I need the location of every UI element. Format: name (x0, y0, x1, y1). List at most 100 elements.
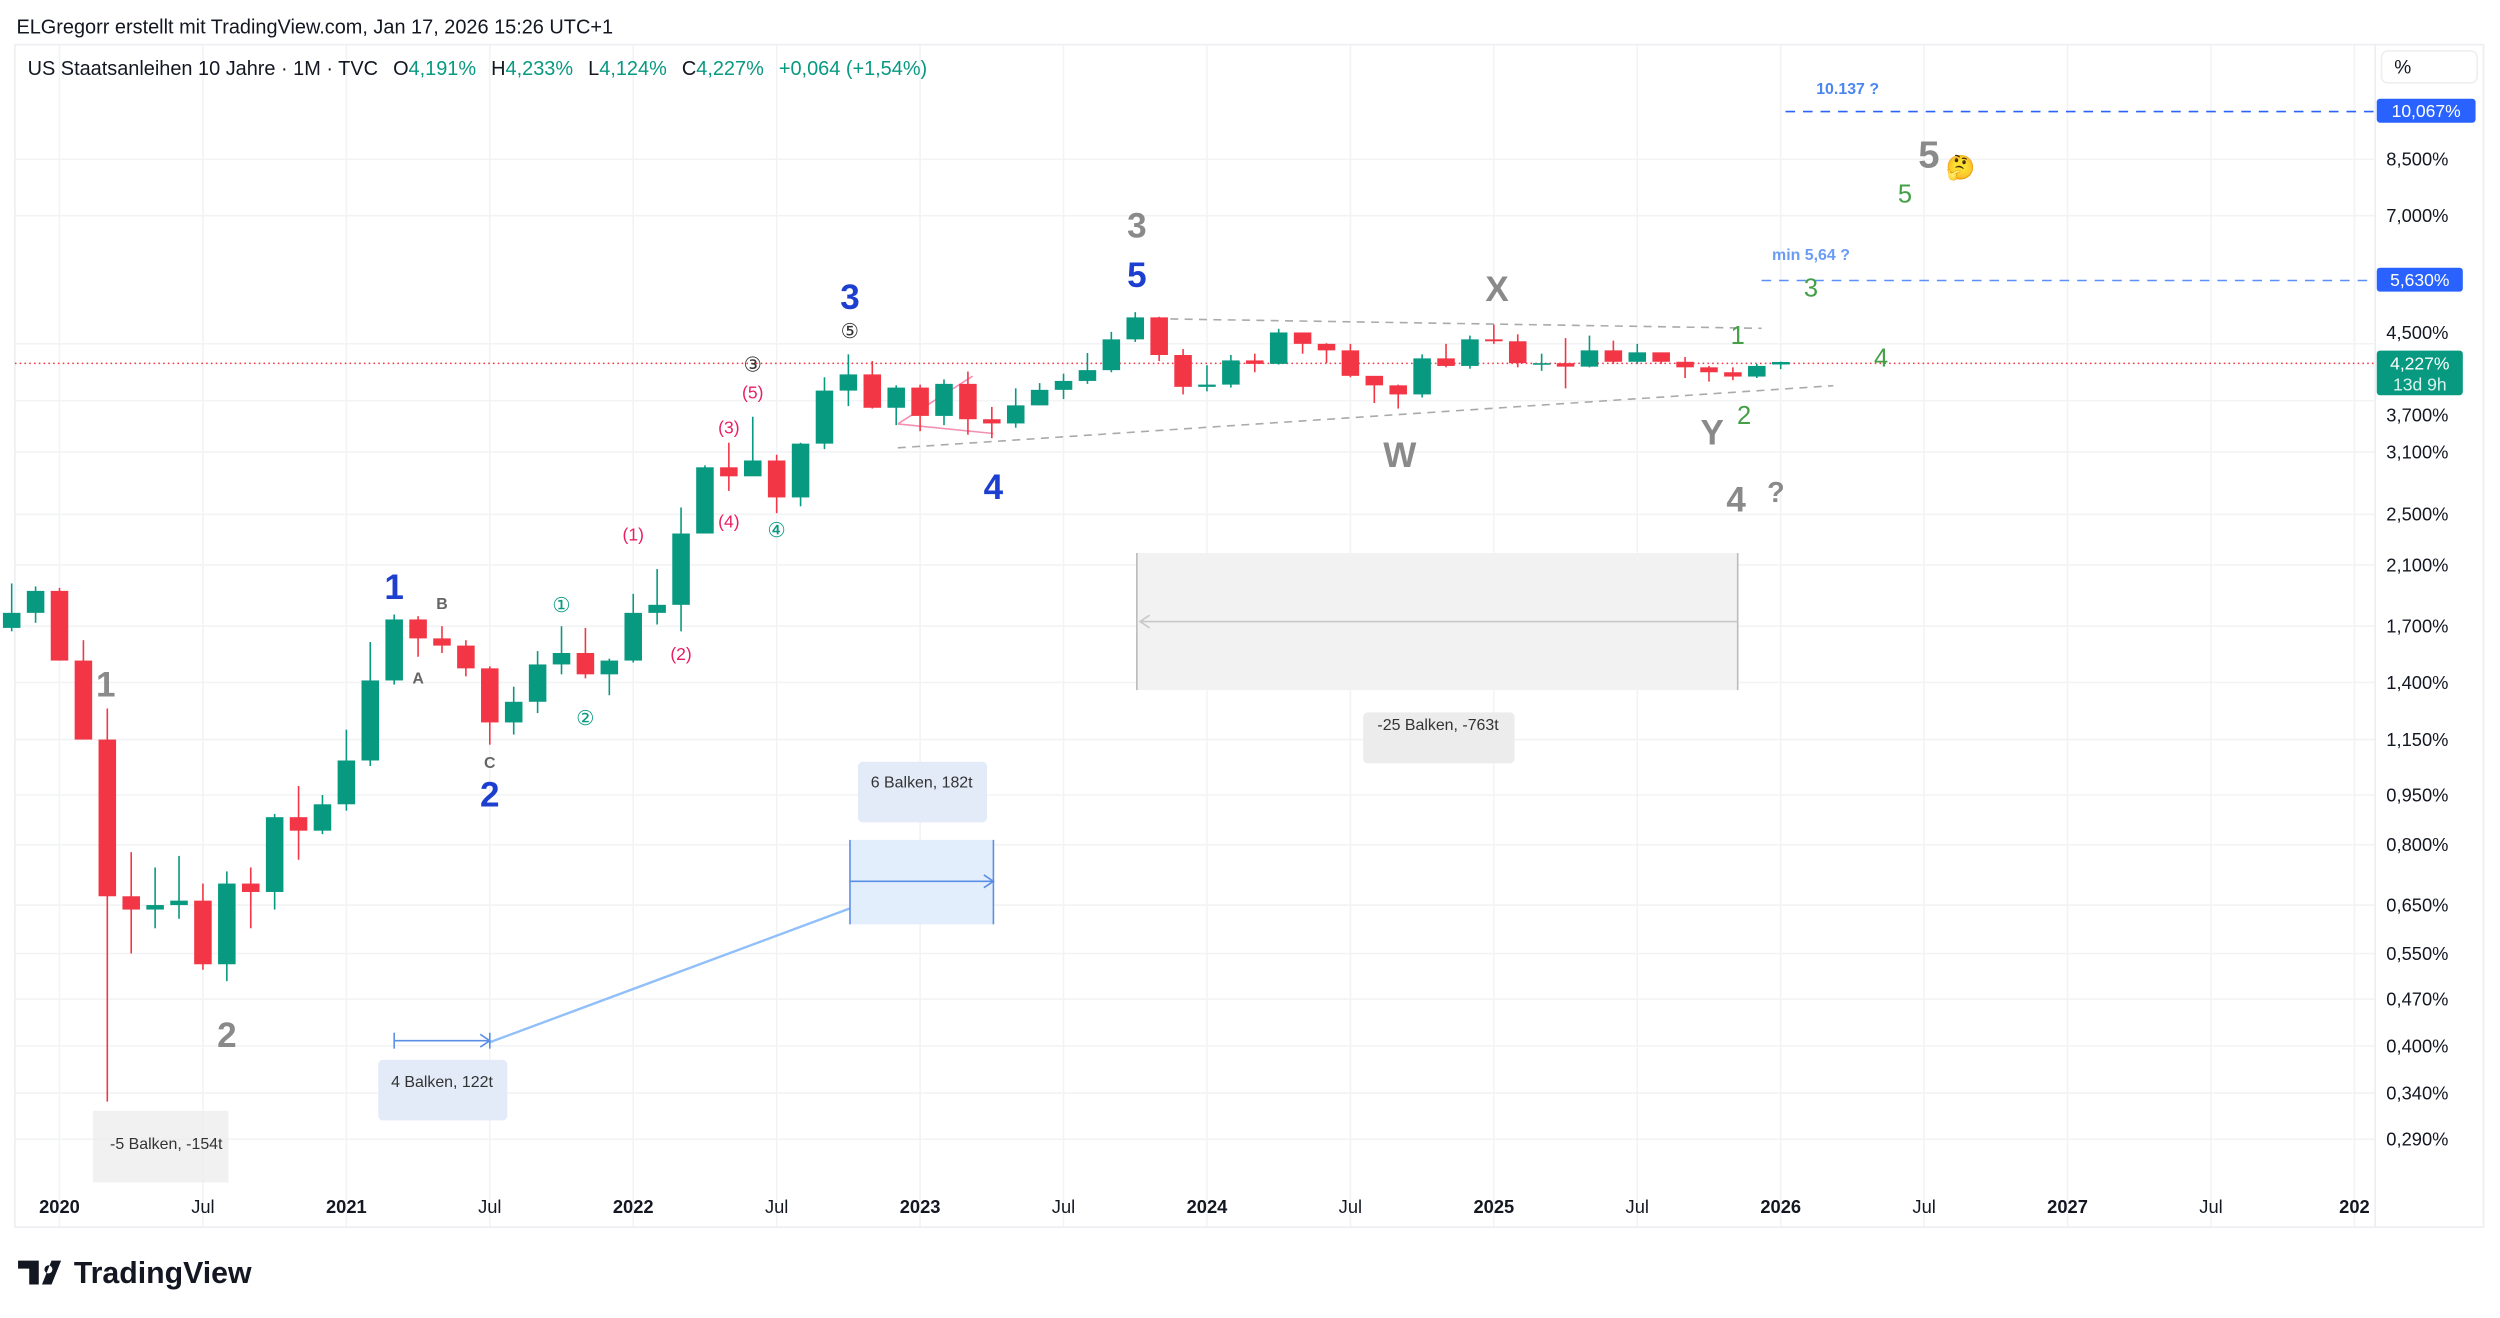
candle (720, 442, 738, 491)
candle-body (791, 443, 810, 498)
wave-label: (1) (623, 524, 644, 544)
credit-text: ELGregorr erstellt mit TradingView.com, … (16, 16, 613, 38)
wave-label: ① (552, 594, 571, 617)
price-tick-label: 4,500% (2386, 322, 2448, 343)
candle (1676, 357, 1694, 379)
candle-body (887, 387, 905, 408)
candle-body (743, 460, 762, 477)
candle (1628, 343, 1647, 364)
candle (433, 626, 451, 653)
price-tick-label: 0,650% (2386, 894, 2448, 915)
candle (50, 587, 69, 661)
candle-body (1174, 355, 1192, 387)
wave-label: 2 (480, 775, 500, 814)
price-axis[interactable]: 8,500% 7,000% 4,500% 3,700% 3,100% 2,500% 2,10… (2386, 149, 2448, 1150)
candle (1580, 335, 1599, 368)
candle (1317, 343, 1336, 364)
measure-label: -25 Balken, -763t (1377, 717, 1499, 734)
open-value: 4,191% (409, 58, 477, 80)
candle-body (1771, 361, 1790, 365)
candle-body (1365, 375, 1384, 386)
time-axis[interactable]: 2020 Jul 2021 Jul 2022 Jul 2023 Jul 2024 Jul 2025 J… (39, 1196, 2370, 1217)
candle-body (2, 612, 21, 628)
time-tick-label: 2024 (1187, 1196, 1229, 1217)
unit-button[interactable]: % (2380, 50, 2478, 84)
candle-body (1485, 339, 1503, 342)
time-tick-label: Jul (1339, 1196, 1362, 1217)
wave-label: 1 (1731, 322, 1745, 350)
tradingview-logo-icon (18, 1260, 62, 1285)
candle (1461, 335, 1479, 369)
wave-label: 3 (1804, 274, 1818, 302)
measure-4-bars: 4 Balken, 122t (378, 1032, 508, 1121)
wave-label: (5) (742, 382, 763, 402)
candle-body (337, 760, 356, 805)
wave-label: min 5,64 ? (1772, 247, 1850, 264)
projection-line (489, 907, 851, 1044)
candle-body (409, 619, 427, 639)
candle-body (1198, 384, 1216, 387)
candle-body (1724, 372, 1742, 377)
candle (743, 416, 762, 477)
candle (218, 871, 236, 982)
candle-body (1341, 350, 1360, 376)
svg-text:%: % (2394, 57, 2411, 78)
change-value: +0,064 (+1,54%) (779, 58, 927, 80)
candle (1150, 316, 1168, 362)
time-tick-label: 2022 (613, 1196, 654, 1217)
wave-label: Y (1700, 414, 1723, 453)
candle-body (218, 883, 236, 965)
wave-label: W (1383, 436, 1417, 475)
candle-body (74, 660, 93, 740)
candle (481, 666, 499, 745)
price-tick-label: 0,470% (2386, 988, 2448, 1009)
wave-label: C (484, 755, 496, 772)
candle-body (1126, 317, 1145, 340)
price-tick-label: 3,100% (2386, 441, 2448, 462)
candle (1748, 363, 1766, 379)
svg-text:4,227%: 4,227% (2390, 354, 2449, 374)
candle (1365, 375, 1384, 403)
candle (241, 867, 260, 929)
low-value: 4,124% (599, 58, 667, 80)
candle-body (1030, 389, 1049, 406)
candle (337, 729, 356, 811)
price-tick-label: 7,000% (2386, 205, 2448, 226)
candle-body (98, 739, 117, 897)
tradingview-logo[interactable]: TradingView (18, 1257, 252, 1290)
candle-body (194, 900, 212, 965)
price-tick-label: 0,550% (2386, 943, 2448, 964)
candle (624, 593, 642, 663)
wave-label: 4 (984, 468, 1004, 507)
candle-body (1054, 380, 1073, 390)
candle (1030, 383, 1049, 406)
candle-body (1604, 350, 1623, 362)
wave-label: 3 (1127, 206, 1147, 245)
price-tick-label: 8,500% (2386, 149, 2448, 170)
candle (600, 658, 619, 696)
candle (98, 708, 117, 1102)
high-value: 4,233% (506, 58, 574, 80)
candle-body (1269, 332, 1288, 364)
candle-body (648, 604, 666, 613)
price-tick-label: 0,400% (2386, 1035, 2448, 1056)
candle (863, 361, 882, 409)
wave-label: 5 (1918, 133, 1939, 176)
svg-text:TradingView: TradingView (74, 1257, 252, 1290)
bar-countdown: 13d 9h (2393, 374, 2447, 394)
candle-body (481, 668, 499, 723)
triangle-upper-line (1155, 317, 1762, 330)
time-tick-label: 2021 (326, 1196, 367, 1217)
time-tick-label: 2023 (900, 1196, 941, 1217)
symbol-label: US Staatsanleihen 10 Jahre · 1M · TVC (28, 58, 378, 80)
wave-label: 10.137 ? (1816, 81, 1879, 98)
candle (289, 785, 308, 860)
candle-body (457, 645, 475, 669)
candle-body (767, 460, 786, 498)
candle (648, 569, 666, 625)
time-tick-label: Jul (2199, 1196, 2222, 1217)
candle (911, 384, 929, 432)
wave-label: (2) (670, 644, 691, 664)
candle (552, 626, 571, 675)
